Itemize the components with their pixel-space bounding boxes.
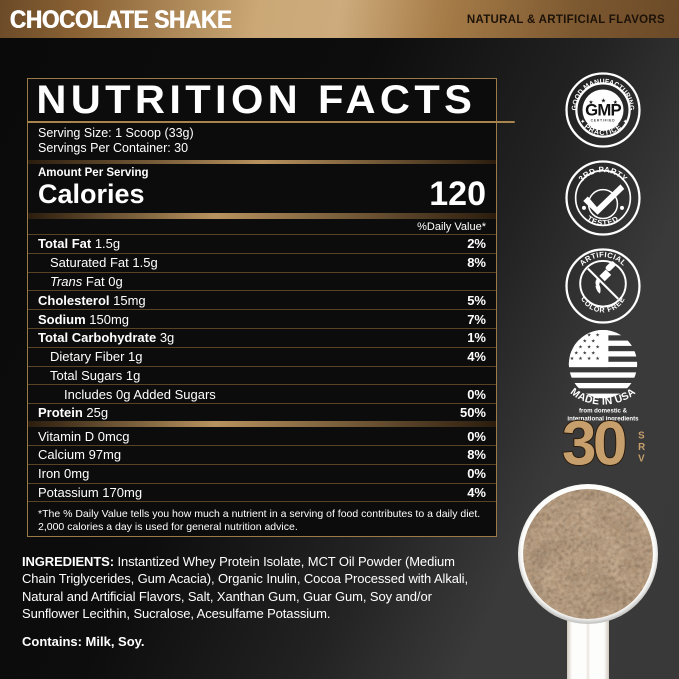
svg-text:V: V: [638, 454, 645, 465]
svg-text:★: ★: [578, 356, 583, 362]
svg-text:S: S: [638, 431, 645, 442]
svg-text:✦: ✦: [623, 119, 628, 126]
svg-text:★: ★: [565, 350, 570, 356]
svg-text:R: R: [638, 442, 645, 453]
svg-text:★: ★: [565, 339, 570, 345]
svg-text:★: ★: [574, 339, 579, 345]
svg-text:★: ★: [561, 333, 566, 339]
svg-text:★: ★: [583, 350, 588, 356]
svg-text:30: 30: [562, 412, 625, 474]
svg-text:★: ★: [570, 344, 575, 350]
svg-text:★: ★: [587, 333, 592, 339]
svg-text:★: ★: [587, 356, 592, 362]
svg-text:★: ★: [561, 356, 566, 362]
svg-text:★: ★: [595, 356, 600, 362]
svg-text:★: ★: [595, 333, 600, 339]
svg-text:✦: ✦: [580, 119, 585, 126]
svg-text:COLOR FREE: COLOR FREE: [579, 295, 627, 315]
svg-text:TESTED: TESTED: [585, 214, 620, 228]
svg-text:★: ★: [587, 344, 592, 350]
svg-text:CERTIFIED: CERTIFIED: [591, 118, 616, 122]
svg-text:ARTIFICIAL: ARTIFICIAL: [578, 250, 629, 268]
svg-text:GMP: GMP: [585, 100, 621, 119]
svg-text:★: ★: [591, 339, 596, 345]
svg-text:★: ★: [570, 356, 575, 362]
svg-text:★: ★: [570, 333, 575, 339]
svg-text:★: ★: [578, 344, 583, 350]
svg-text:★: ★: [595, 344, 600, 350]
svg-text:★: ★: [583, 339, 588, 345]
svg-text:★: ★: [574, 350, 579, 356]
svg-text:★: ★: [578, 333, 583, 339]
svg-text:★: ★: [591, 350, 596, 356]
svg-text:★: ★: [561, 344, 566, 350]
